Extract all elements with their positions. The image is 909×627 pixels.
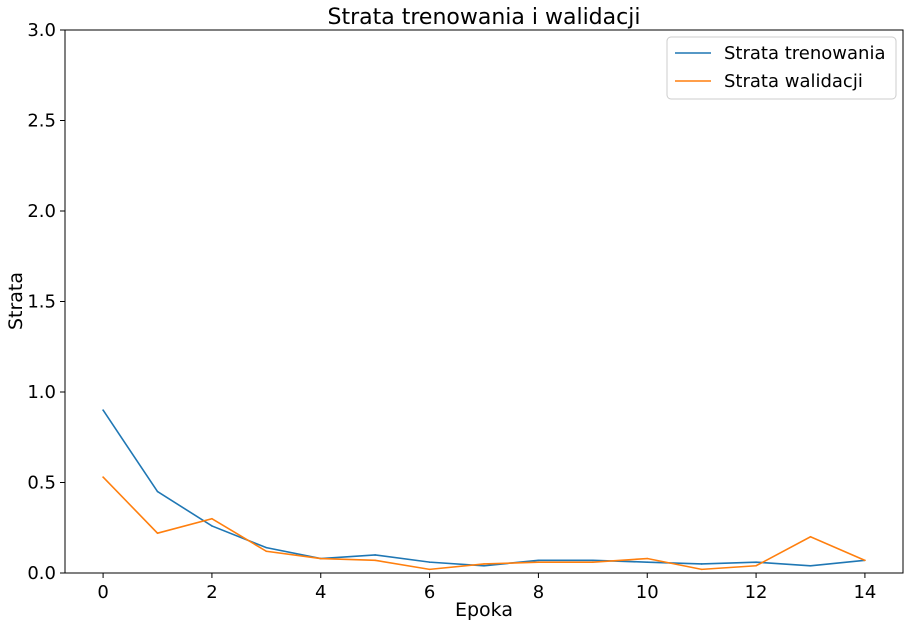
data-point bbox=[428, 568, 431, 571]
data-point bbox=[755, 564, 757, 567]
x-tick-label: 2 bbox=[206, 582, 217, 603]
data-point bbox=[483, 564, 485, 567]
data-point bbox=[102, 476, 104, 478]
data-point bbox=[483, 563, 485, 565]
plot-frame bbox=[64, 29, 904, 574]
y-tick-label: 0.0 bbox=[27, 563, 56, 584]
y-axis-title: Strata bbox=[5, 272, 27, 330]
data-point bbox=[374, 554, 376, 556]
x-tick-label: 14 bbox=[853, 582, 876, 603]
x-tick-label: 12 bbox=[745, 582, 768, 603]
data-point bbox=[864, 559, 866, 562]
data-point bbox=[428, 561, 431, 563]
data-point bbox=[755, 561, 757, 563]
data-point bbox=[374, 559, 376, 562]
data-point bbox=[211, 525, 213, 527]
data-point bbox=[102, 409, 104, 411]
data-point bbox=[592, 559, 594, 562]
legend-entry: Strata trenowania bbox=[724, 43, 885, 64]
data-point bbox=[646, 557, 649, 560]
data-point bbox=[265, 546, 268, 549]
data-point bbox=[211, 517, 213, 520]
plot-area bbox=[102, 409, 866, 571]
x-tick-label: 8 bbox=[533, 582, 544, 603]
data-point bbox=[537, 559, 540, 562]
y-tick-label: 0.5 bbox=[27, 473, 56, 494]
data-point bbox=[809, 536, 812, 538]
legend-box bbox=[666, 36, 897, 100]
y-tick-label: 1.5 bbox=[27, 292, 56, 313]
data-point bbox=[700, 563, 703, 565]
y-tick-label: 1.0 bbox=[27, 382, 56, 403]
y-axis: 0.0 0.5 1.0 1.5 2.0 2.5 3.0 bbox=[27, 20, 65, 584]
x-tick-label: 4 bbox=[315, 582, 326, 603]
x-axis: 0 2 4 6 8 10 12 14 bbox=[97, 573, 876, 603]
series-line-training bbox=[102, 409, 865, 567]
chart-title: Strata trenowania i walidacji bbox=[328, 5, 641, 30]
x-tick-label: 0 bbox=[97, 582, 108, 603]
x-tick-label: 6 bbox=[424, 582, 435, 603]
y-tick-label: 3.0 bbox=[27, 20, 56, 41]
data-point bbox=[319, 557, 322, 560]
data-point bbox=[537, 561, 540, 563]
data-point bbox=[265, 550, 268, 553]
series-line-validation bbox=[102, 476, 866, 571]
data-point bbox=[646, 561, 649, 563]
y-tick-label: 2.0 bbox=[27, 201, 56, 222]
data-point bbox=[809, 564, 812, 567]
x-tick-label: 10 bbox=[636, 582, 659, 603]
legend: Strata trenowania Strata walidacji bbox=[666, 36, 897, 100]
y-tick-label: 2.5 bbox=[27, 111, 56, 132]
data-point bbox=[156, 490, 159, 493]
legend-entry: Strata walidacji bbox=[724, 71, 863, 92]
data-point bbox=[156, 532, 159, 534]
data-point bbox=[592, 561, 594, 563]
x-axis-title: Epoka bbox=[455, 599, 513, 621]
data-point bbox=[700, 568, 703, 571]
